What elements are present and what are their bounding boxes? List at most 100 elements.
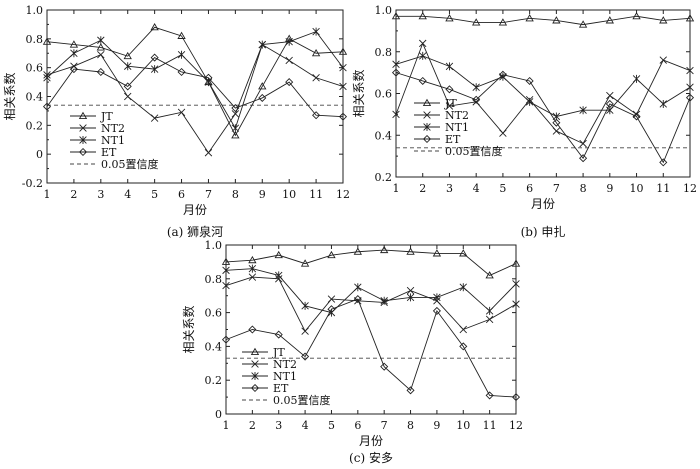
data-point bbox=[418, 11, 427, 20]
x-tick-label: 4 bbox=[124, 188, 131, 201]
series-nt2 bbox=[392, 39, 694, 148]
data-point bbox=[632, 74, 641, 83]
y-tick-label: 1.0 bbox=[26, 4, 44, 17]
data-point bbox=[525, 14, 534, 22]
data-point bbox=[70, 49, 78, 58]
y-tick-label: 0.6 bbox=[26, 62, 44, 75]
data-point bbox=[606, 91, 614, 100]
data-point bbox=[659, 158, 668, 167]
x-tick-label: 1 bbox=[223, 419, 230, 432]
data-point bbox=[221, 335, 231, 344]
series-nt2 bbox=[222, 273, 520, 335]
data-point bbox=[311, 48, 321, 57]
x-tick-label: 12 bbox=[509, 419, 523, 432]
x-axis-label: 月份 bbox=[359, 434, 383, 448]
data-point bbox=[552, 118, 561, 127]
data-point bbox=[511, 259, 521, 267]
series-line bbox=[46, 31, 344, 130]
x-tick-label: 6 bbox=[178, 188, 185, 201]
y-axis-label: 相关系数 bbox=[181, 305, 196, 353]
y-axis-label: 相关系数 bbox=[2, 72, 17, 120]
data-point bbox=[392, 110, 400, 119]
legend-label: NT2 bbox=[101, 122, 125, 135]
legend-label: NT2 bbox=[445, 109, 469, 122]
data-point bbox=[686, 66, 694, 75]
data-point bbox=[445, 14, 454, 22]
data-point bbox=[485, 271, 494, 279]
legend-marker bbox=[423, 123, 431, 131]
x-tick-label: 4 bbox=[473, 182, 480, 195]
data-point bbox=[459, 283, 467, 292]
data-point bbox=[499, 129, 507, 137]
data-point bbox=[512, 300, 520, 308]
series-line bbox=[396, 15, 691, 26]
y-tick-label: 0.6 bbox=[205, 307, 223, 320]
data-point bbox=[472, 18, 481, 26]
legend-label: 0.05置信度 bbox=[445, 144, 503, 158]
data-point bbox=[150, 53, 159, 62]
legend-marker bbox=[251, 372, 259, 380]
data-point bbox=[43, 73, 51, 82]
x-tick-label: 8 bbox=[407, 419, 414, 432]
y-tick-label: 0.8 bbox=[375, 46, 393, 59]
data-point bbox=[406, 247, 415, 255]
data-point bbox=[432, 249, 442, 257]
legend-marker bbox=[422, 134, 432, 144]
data-point bbox=[685, 93, 695, 102]
plot-frame bbox=[225, 244, 517, 415]
plot-frame bbox=[395, 9, 691, 178]
data-point bbox=[605, 99, 614, 108]
data-point bbox=[221, 257, 231, 265]
data-point bbox=[579, 139, 587, 148]
legend-label: 0.05置信度 bbox=[273, 393, 331, 407]
y-tick-label: 0.4 bbox=[205, 340, 223, 353]
data-point bbox=[445, 85, 454, 94]
data-point bbox=[525, 76, 534, 86]
data-point bbox=[327, 295, 336, 303]
data-point bbox=[301, 352, 310, 361]
x-tick-label: 1 bbox=[393, 182, 400, 195]
x-tick-label: 4 bbox=[302, 419, 309, 432]
y-tick-label: 0.4 bbox=[375, 129, 393, 142]
data-point bbox=[445, 62, 454, 71]
x-tick-label: 8 bbox=[232, 188, 239, 201]
data-point bbox=[339, 82, 347, 91]
data-point bbox=[632, 112, 641, 121]
data-point bbox=[354, 283, 362, 292]
legend-label: 0.05置信度 bbox=[101, 157, 159, 171]
legend-label: NT1 bbox=[101, 134, 125, 147]
series-line bbox=[46, 43, 344, 154]
legend-label: NT2 bbox=[273, 358, 297, 371]
x-tick-label: 10 bbox=[282, 188, 296, 201]
data-point bbox=[69, 40, 79, 48]
x-tick-label: 9 bbox=[259, 188, 266, 201]
x-axis-label: 月份 bbox=[531, 197, 555, 211]
data-point bbox=[222, 281, 230, 290]
x-tick-label: 12 bbox=[336, 188, 350, 201]
legend-marker bbox=[251, 360, 259, 368]
data-point bbox=[274, 250, 283, 259]
legend-marker bbox=[423, 111, 431, 119]
x-tick-label: 5 bbox=[151, 188, 158, 201]
data-point bbox=[380, 362, 389, 371]
data-point bbox=[579, 106, 587, 115]
data-point bbox=[312, 111, 321, 120]
series-line bbox=[46, 57, 344, 118]
legend-marker bbox=[78, 147, 88, 157]
x-tick-label: 2 bbox=[70, 188, 77, 201]
data-point bbox=[177, 108, 186, 117]
data-point bbox=[231, 124, 240, 133]
x-tick-label: 11 bbox=[656, 182, 670, 195]
data-point bbox=[42, 102, 52, 111]
data-point bbox=[96, 43, 105, 51]
data-point bbox=[258, 93, 267, 102]
data-point bbox=[353, 247, 362, 255]
data-point bbox=[659, 16, 668, 24]
x-tick-label: 3 bbox=[275, 419, 282, 432]
data-point bbox=[97, 50, 105, 59]
x-tick-label: 7 bbox=[381, 419, 388, 432]
data-point bbox=[472, 83, 480, 92]
